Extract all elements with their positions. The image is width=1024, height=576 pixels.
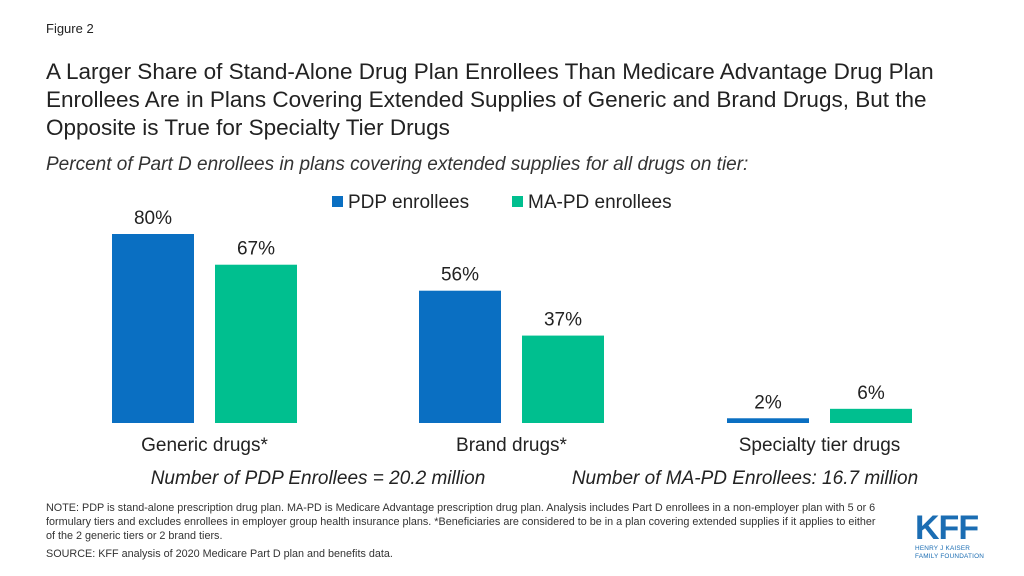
category-label: Brand drugs* [456, 435, 568, 456]
bar [830, 408, 912, 423]
logo-line-2: FAMILY FOUNDATION [915, 552, 985, 560]
enrollee-count-annotation: Number of PDP Enrollees = 20.2 million [151, 468, 486, 489]
bar-chart: PDP enrollees MA-PD enrollees 80% 67% Generi… [112, 192, 918, 489]
data-label: 37% [544, 310, 582, 331]
kff-logo: KFF HENRY J KAISER FAMILY FOUNDATION [915, 511, 987, 560]
enrollee-count-annotation: Number of MA-PD Enrollees: 16.7 million [572, 468, 918, 489]
data-label: 67% [237, 239, 275, 260]
legend-label-1: MA-PD enrollees [528, 192, 672, 213]
category-label: Specialty tier drugs [739, 435, 901, 456]
chart-subtitle: Percent of Part D enrollees in plans cov… [46, 154, 749, 175]
legend-swatch-1 [512, 196, 523, 207]
category-label: Generic drugs* [141, 435, 268, 456]
bar [522, 335, 604, 423]
bar [215, 264, 297, 423]
source-note: SOURCE: KFF analysis of 2020 Medicare Pa… [46, 548, 393, 560]
footnote: NOTE: PDP is stand-alone prescription dr… [46, 502, 876, 542]
data-label: 80% [134, 208, 172, 229]
figure-label: Figure 2 [46, 21, 94, 36]
legend-swatch-0 [332, 196, 343, 207]
data-label: 2% [754, 392, 782, 413]
chart-title: A Larger Share of Stand-Alone Drug Plan … [46, 59, 934, 140]
bar [727, 418, 809, 423]
logo-mark: KFF [915, 509, 979, 547]
legend-label-0: PDP enrollees [348, 192, 469, 213]
data-label: 56% [441, 265, 479, 286]
data-label: 6% [857, 383, 885, 404]
bar [419, 290, 501, 423]
logo-line-1: HENRY J KAISER [915, 545, 971, 552]
bar [112, 234, 194, 423]
